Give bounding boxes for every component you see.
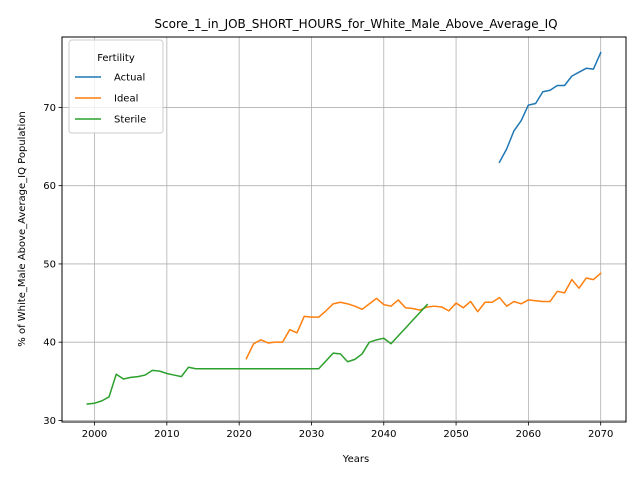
y-tick-label: 50 xyxy=(43,259,56,270)
y-tick-label: 60 xyxy=(43,181,56,192)
axis-ticks: 2000 2010 2020 2030 2040 2050 2060 2070 30 40 50 60… xyxy=(43,103,613,440)
chart-title: Score_1_in_JOB_SHORT_HOURS_for_White_Mal… xyxy=(154,17,557,31)
x-tick-label: 2020 xyxy=(226,429,251,440)
y-axis-label: % of White_Male Above_Average_IQ Populat… xyxy=(17,111,28,346)
plot-area-frame xyxy=(61,36,627,423)
legend-label-actual: Actual xyxy=(114,73,145,84)
x-tick-label: 2070 xyxy=(588,429,613,440)
legend-title: Fertility xyxy=(97,53,135,64)
x-tick-label: 2010 xyxy=(154,429,179,440)
x-tick-label: 2060 xyxy=(516,429,541,440)
legend-box xyxy=(68,39,164,134)
y-tick-label: 40 xyxy=(43,338,56,349)
y-tick-label: 70 xyxy=(43,103,56,114)
series-line-sterile xyxy=(86,303,429,405)
x-tick-label: 2050 xyxy=(443,429,468,440)
legend-label-sterile: Sterile xyxy=(114,115,146,126)
grid xyxy=(62,37,626,422)
x-tick-label: 2030 xyxy=(299,429,324,440)
legend-label-ideal: Ideal xyxy=(114,94,138,105)
series-lines xyxy=(86,51,602,405)
x-tick-label: 2000 xyxy=(82,429,107,440)
x-axis-label: Years xyxy=(342,454,369,465)
y-tick-label: 30 xyxy=(43,416,56,427)
x-tick-label: 2040 xyxy=(371,429,396,440)
legend: Fertility Actual Ideal Sterile xyxy=(68,39,164,134)
series-line-actual xyxy=(498,51,602,164)
